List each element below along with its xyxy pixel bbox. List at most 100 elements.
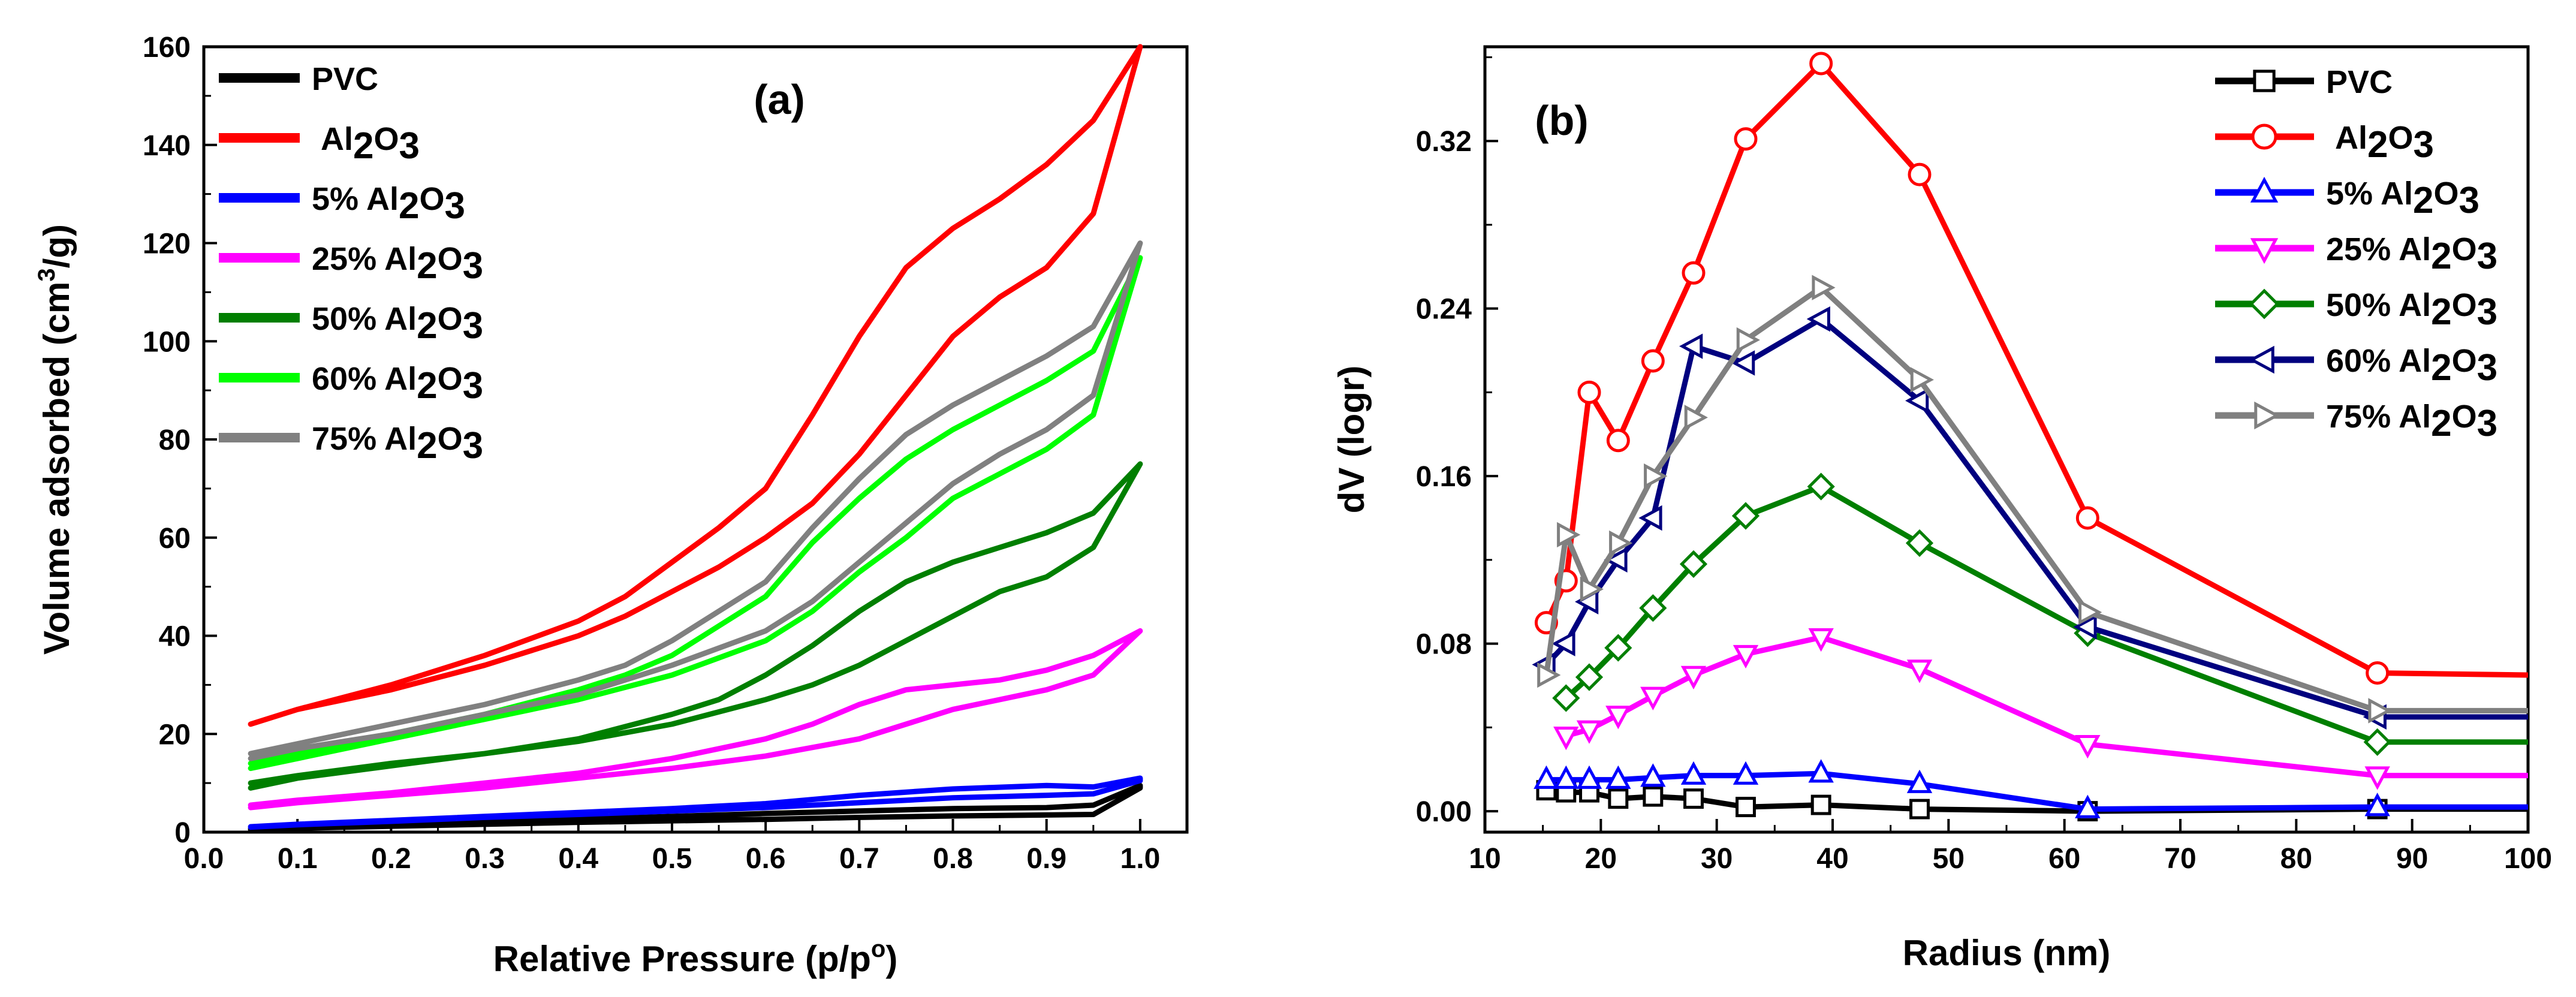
data-point: [2250, 176, 2279, 203]
data-point: [1606, 429, 1630, 453]
panel-a-label: (a): [754, 76, 805, 123]
panel-b-series: [1532, 52, 2529, 822]
series-line-5: [1544, 316, 2528, 720]
legend-label: Al2O3: [2335, 120, 2434, 165]
data-point: [1576, 720, 1602, 744]
x-tick-label: 90: [2396, 843, 2428, 875]
data-point: [2253, 70, 2276, 92]
data-point: [1537, 662, 1561, 688]
data-point: [1906, 659, 1933, 683]
data-point: [1812, 275, 1836, 300]
x-tick-label: 30: [1701, 843, 1733, 875]
series-line-1: [248, 44, 1143, 727]
data-point: [1736, 797, 1756, 818]
data-point: [1684, 405, 1708, 430]
x-tick-label: 40: [1816, 843, 1848, 875]
data-point: [1639, 594, 1667, 622]
data-point: [2249, 288, 2280, 320]
panel-b-ticks: [1484, 56, 2529, 832]
data-point: [1808, 628, 1834, 652]
data-point: [2078, 600, 2102, 625]
panel-b-y-tick-labels: 0.00 0.08 0.16 0.24 0.32: [1416, 126, 1472, 828]
legend-label: 60% Al2O3: [312, 361, 483, 406]
data-point: [1640, 763, 1666, 787]
panel-a-x-axis-title: Relative Pressure (p/po): [493, 936, 898, 979]
x-tick-label: 50: [1933, 843, 1965, 875]
data-point: [1733, 761, 1759, 785]
x-tick-label: 0.5: [652, 843, 692, 875]
data-point: [2075, 506, 2099, 530]
y-tick-label: 0.32: [1416, 126, 1472, 158]
data-point: [1553, 765, 1579, 789]
data-point: [2248, 345, 2274, 374]
data-point: [1533, 765, 1559, 789]
panel-a-x-tick-labels: 0.0 0.1 0.2 0.3 0.4 0.5 0.6 0.7 0.8 0.9 1.0: [184, 843, 1161, 875]
legend-label: 60% Al2O3: [2326, 343, 2497, 388]
data-point: [1683, 788, 1704, 809]
data-point: [1680, 761, 1707, 785]
y-tick-label: 120: [143, 228, 191, 260]
data-point: [1909, 799, 1930, 820]
data-point: [2075, 735, 2101, 759]
data-point: [1644, 463, 1668, 489]
y-tick-label: 20: [159, 719, 191, 751]
x-tick-label: 100: [2504, 843, 2552, 875]
x-tick-label: 1.0: [1120, 843, 1161, 875]
data-point: [1604, 547, 1628, 573]
series-line-5: [248, 255, 1143, 772]
series-5: [1532, 306, 2528, 730]
panel-b-x-tick-labels: 10 20 30 40 50 60 70 80 90 100: [1469, 843, 2552, 875]
legend-label: Al2O3: [321, 121, 420, 167]
y-tick-label: 0.08: [1416, 629, 1472, 661]
data-point: [1731, 502, 1760, 530]
panel-b-y-axis-title: dV (logr): [1331, 366, 1372, 514]
y-tick-label: 0.24: [1416, 294, 1472, 326]
y-tick-label: 80: [159, 424, 191, 456]
data-point: [1552, 684, 1580, 712]
legend-label: 5% Al2O3: [312, 181, 465, 227]
data-point: [1575, 663, 1604, 691]
data-point: [1733, 644, 1759, 669]
series-line-6: [248, 240, 1143, 761]
data-point: [1682, 261, 1706, 285]
y-tick-label: 0: [174, 817, 191, 849]
data-point: [1638, 505, 1662, 531]
data-point: [1810, 794, 1831, 815]
data-point: [2075, 794, 2101, 818]
data-point: [2364, 766, 2390, 790]
data-point: [1605, 706, 1631, 730]
data-point: [1906, 769, 1933, 793]
panel-b-pore-distribution: 10 20 30 40 50 60 70 80 90 100 0.000.080.160.240.…: [1331, 45, 2552, 973]
x-tick-label: 20: [1585, 843, 1617, 875]
legend-label: 25% Al2O3: [312, 241, 483, 287]
data-point: [1640, 686, 1666, 710]
data-point: [1905, 388, 1929, 414]
data-point: [1608, 788, 1629, 809]
panel-a-isotherms: 0.0 0.1 0.2 0.3 0.4 0.5 0.6 0.7 0.8 0.9 1.0 0 20 40 6…: [34, 32, 1189, 979]
data-point: [1577, 380, 1601, 404]
y-tick-label: 60: [159, 523, 191, 555]
data-point: [2364, 793, 2390, 817]
legend-label: PVC: [2326, 64, 2393, 100]
series-line-3: [248, 628, 1143, 811]
legend-label: 50% Al2O3: [2326, 287, 2497, 333]
data-point: [1605, 765, 1631, 789]
y-tick-label: 100: [143, 326, 191, 358]
x-tick-label: 0.3: [465, 843, 505, 875]
panel-b-label: (b): [1535, 97, 1588, 144]
x-tick-label: 10: [1469, 843, 1501, 875]
x-tick-label: 0.8: [933, 843, 973, 875]
data-point: [1641, 349, 1665, 373]
x-tick-label: 0.7: [839, 843, 879, 875]
data-point: [1809, 52, 1833, 76]
x-tick-label: 0.1: [278, 843, 318, 875]
data-point: [1908, 162, 1932, 186]
y-tick-label: 140: [143, 130, 191, 162]
data-point: [1679, 333, 1703, 359]
data-point: [1643, 786, 1664, 807]
data-point: [2251, 124, 2277, 150]
x-tick-label: 0.6: [746, 843, 786, 875]
panel-a-series: [248, 44, 1143, 833]
data-point: [2368, 698, 2392, 724]
